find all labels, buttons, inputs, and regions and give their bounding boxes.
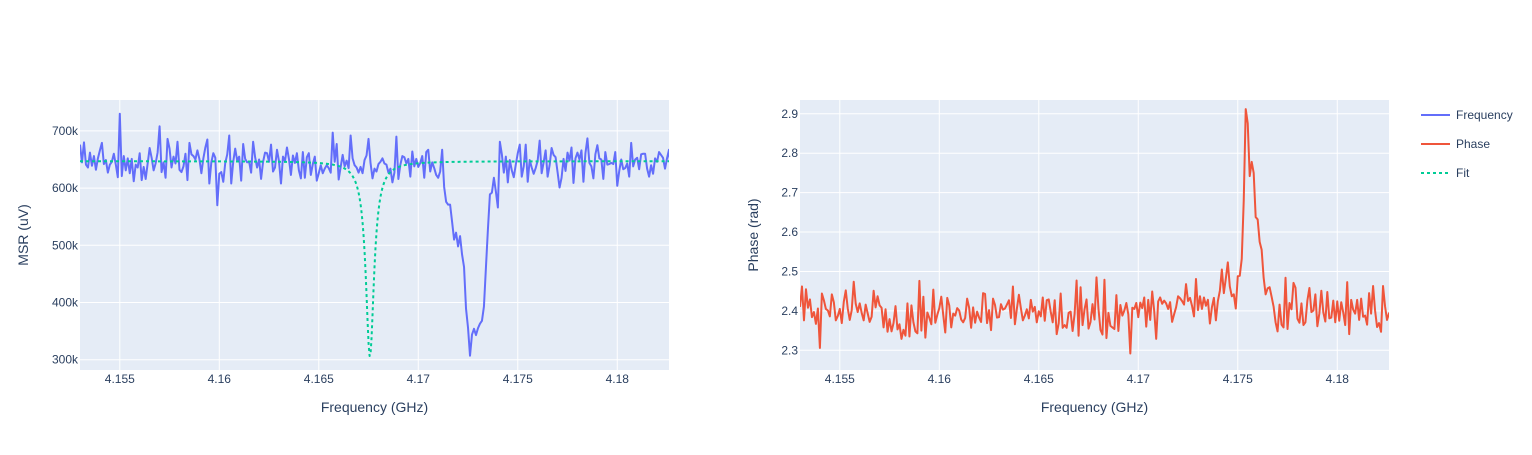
y-axis-title: Phase (rad) (745, 198, 761, 271)
x-tick-label: 4.17 (1127, 372, 1151, 386)
x-tick-label: 4.155 (105, 372, 135, 386)
y-tick-label: 500k (52, 238, 79, 252)
x-tick-label: 4.165 (1024, 372, 1054, 386)
x-tick-label: 4.18 (606, 372, 630, 386)
x-tick-label: 4.175 (503, 372, 533, 386)
y-tick-label: 2.5 (781, 264, 798, 278)
y-tick-label: 2.9 (781, 107, 798, 121)
y-tick-label: 700k (52, 124, 79, 138)
subplot-2: 4.155 4.16 4.165 4.17 4.175 4.18 2.3 2.4 2.5 2.6 2… (745, 100, 1389, 415)
x-tick-label: 4.17 (407, 372, 431, 386)
x-tick-label: 4.18 (1326, 372, 1350, 386)
y-tick-label: 2.3 (781, 343, 798, 357)
legend: Frequency Phase Fit (1421, 108, 1513, 180)
y-tick-label: 2.4 (781, 304, 798, 318)
legend-label-frequency: Frequency (1456, 108, 1513, 122)
y-tick-label: 2.6 (781, 225, 798, 239)
subplot-1: 4.155 4.16 4.165 4.17 4.175 4.18 300k 400k 500k 6… (15, 100, 669, 415)
legend-label-phase: Phase (1456, 137, 1490, 151)
y-tick-label: 300k (52, 353, 79, 367)
x-axis-title: Frequency (GHz) (321, 399, 428, 415)
y-axis-title: MSR (uV) (15, 204, 31, 265)
series-line-phase (800, 108, 1389, 355)
y-tick-label: 2.8 (781, 146, 798, 160)
x-tick-label: 4.16 (208, 372, 232, 386)
x-axis-title: Frequency (GHz) (1041, 399, 1148, 415)
y-tick-label: 2.7 (781, 186, 798, 200)
x-tick-label: 4.155 (825, 372, 855, 386)
series-line-fit (80, 160, 669, 357)
x-tick-label: 4.175 (1223, 372, 1253, 386)
series-line-frequency (80, 112, 669, 357)
legend-label-fit: Fit (1456, 166, 1470, 180)
y-tick-label: 400k (52, 296, 79, 310)
x-tick-label: 4.16 (928, 372, 952, 386)
y-tick-label: 600k (52, 181, 79, 195)
x-tick-label: 4.165 (304, 372, 334, 386)
